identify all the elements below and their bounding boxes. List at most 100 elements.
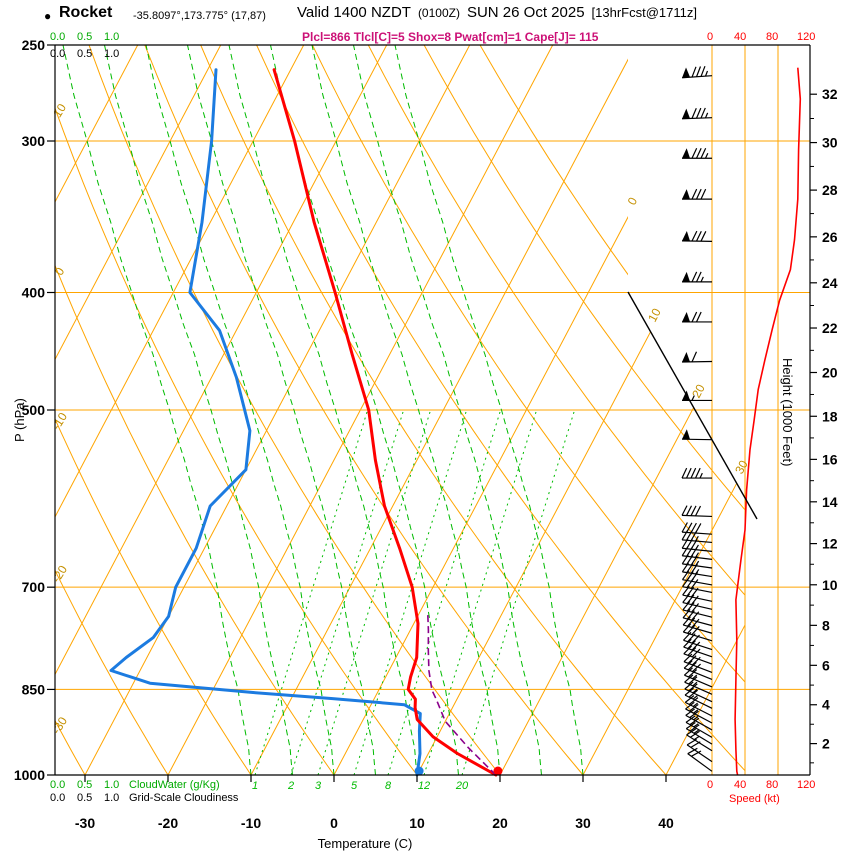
dewpoint-curve xyxy=(109,68,422,777)
cloudwater-axis-label: CloudWater (g/Kg) xyxy=(129,779,220,791)
station-coords: -35.8097°,173.775° (17,87) xyxy=(133,10,266,22)
mixing-ratio-label: 2 xyxy=(287,780,294,792)
valid-date: SUN 26 Oct 2025 xyxy=(466,4,585,21)
height-tick-label: 32 xyxy=(822,86,838,102)
height-tick-label: 6 xyxy=(822,657,830,673)
wind-barb xyxy=(686,738,713,763)
height-tick-label: 24 xyxy=(822,275,838,291)
isotherm-label: 30 xyxy=(732,458,751,477)
speed-scale-40-bottom: 40 xyxy=(734,779,747,791)
wind-barb xyxy=(687,747,713,772)
speed-scale-120-bottom: 120 xyxy=(797,779,816,791)
speed-scale-40-top: 40 xyxy=(734,31,747,43)
mixing-ratio-label: 3 xyxy=(315,780,322,792)
temperature-tick-label: -30 xyxy=(75,815,95,831)
surface-temperature-dot xyxy=(493,766,503,776)
isotherm-label: 0 xyxy=(625,195,641,208)
height-axis-label: Height (1000 Feet) xyxy=(780,358,795,467)
height-tick-label: 10 xyxy=(822,577,838,593)
wind-barb xyxy=(681,429,713,441)
speed-axis-label: Speed (kt) xyxy=(729,793,780,805)
dry-adiabat-label: -10 xyxy=(49,410,70,432)
cloudwater-scale-1-top: 1.0 xyxy=(104,31,120,43)
wind-barb xyxy=(684,687,713,709)
cloudiness-scale-0-bottom: 0.0 xyxy=(50,792,66,804)
wind-barbs xyxy=(681,65,713,772)
wind-barb xyxy=(682,600,713,618)
wind-barb xyxy=(685,701,713,724)
valid-zulu: (0100Z) xyxy=(417,6,460,20)
wind-barb xyxy=(681,230,713,242)
pressure-speed-gridlines xyxy=(55,44,810,776)
temperature-tick-label: 0 xyxy=(330,815,338,831)
mixing-ratio-label: 8 xyxy=(385,780,392,792)
cloudwater-scale-1-bottom: 1.0 xyxy=(104,779,120,791)
cloudiness-scale-05-bottom: 0.5 xyxy=(77,792,93,804)
temperature-tick-label: 30 xyxy=(575,815,591,831)
wind-barb xyxy=(682,188,712,200)
wind-barb xyxy=(684,674,713,695)
valid-time: Valid 1400 NZDT xyxy=(297,4,411,21)
height-tick-label: 16 xyxy=(822,451,838,467)
mixing-ratio-label: 20 xyxy=(455,780,469,792)
cloudiness-scale-0-top: 0.0 xyxy=(50,48,66,60)
wind-barb xyxy=(682,65,713,79)
wind-barb xyxy=(685,721,713,745)
station-bullet-icon: ● xyxy=(44,9,52,23)
temperature-tick-label: -20 xyxy=(158,815,178,831)
moisture-gridlines xyxy=(62,45,584,775)
wind-barb xyxy=(682,585,713,602)
wind-barb xyxy=(682,311,712,323)
pressure-tick-label: 300 xyxy=(22,133,46,149)
cloudiness-scale-05-top: 0.5 xyxy=(77,48,93,60)
cloudwater-scale-0-bottom: 0.0 xyxy=(50,779,66,791)
cloudwater-scale-05-top: 0.5 xyxy=(77,31,93,43)
mixing-ratio-label: 5 xyxy=(351,780,358,792)
pressure-tick-label: 1000 xyxy=(14,767,45,783)
axes-and-labels: 1 2 3 5 8 12 200102030100-10-20-30250300400500… xyxy=(14,37,838,831)
height-tick-label: 30 xyxy=(822,135,838,151)
dry-adiabat-label: -20 xyxy=(49,563,70,585)
dry-adiabat-label: -30 xyxy=(49,714,70,736)
wind-barb xyxy=(684,695,713,717)
parcel-curve xyxy=(427,614,497,776)
station-name: Rocket xyxy=(59,4,113,21)
temperature-tick-label: 10 xyxy=(409,815,425,831)
wind-barb xyxy=(683,660,713,680)
forecast-tag: [13hrFcst@1711z] xyxy=(591,5,697,20)
speed-scale-0-top: 0 xyxy=(707,31,714,43)
height-tick-label: 4 xyxy=(822,697,830,713)
pressure-tick-label: 400 xyxy=(22,284,46,300)
speed-scale-120-top: 120 xyxy=(797,31,816,43)
temperature-tick-label: -10 xyxy=(241,815,261,831)
cloudiness-axis-label: Grid-Scale Cloudiness xyxy=(129,792,239,804)
cloudiness-scale-1-bottom: 1.0 xyxy=(104,792,120,804)
height-tick-label: 18 xyxy=(822,408,838,424)
height-tick-label: 2 xyxy=(822,736,830,752)
dry-adiabat-label: 10 xyxy=(50,101,69,120)
height-tick-label: 12 xyxy=(822,536,838,552)
temperature-tick-label: 40 xyxy=(658,815,674,831)
temperature-tick-label: 20 xyxy=(492,815,508,831)
height-tick-label: 22 xyxy=(822,320,838,336)
sounding-curves xyxy=(109,67,802,777)
cloudwater-scale-05-bottom: 0.5 xyxy=(77,779,93,791)
wind-barb xyxy=(685,715,713,738)
temperature-curve xyxy=(272,68,498,777)
cloudiness-scale-1-top: 1.0 xyxy=(104,48,120,60)
cloudwater-scale-0-top: 0.0 xyxy=(50,31,66,43)
pressure-tick-label: 700 xyxy=(22,579,46,595)
wind-speed-curve xyxy=(734,67,802,776)
pressure-tick-label: 250 xyxy=(22,37,46,53)
temperature-axis-label: Temperature (C) xyxy=(317,836,413,851)
wind-barb xyxy=(681,467,712,479)
isotherm-label: 10 xyxy=(645,306,664,325)
wind-barb xyxy=(682,609,713,627)
wind-barb xyxy=(681,351,713,363)
mixing-ratio-label: 12 xyxy=(418,780,430,792)
wind-barb xyxy=(683,667,713,688)
height-tick-label: 8 xyxy=(822,617,830,633)
surface-dewpoint-dot xyxy=(414,766,424,776)
